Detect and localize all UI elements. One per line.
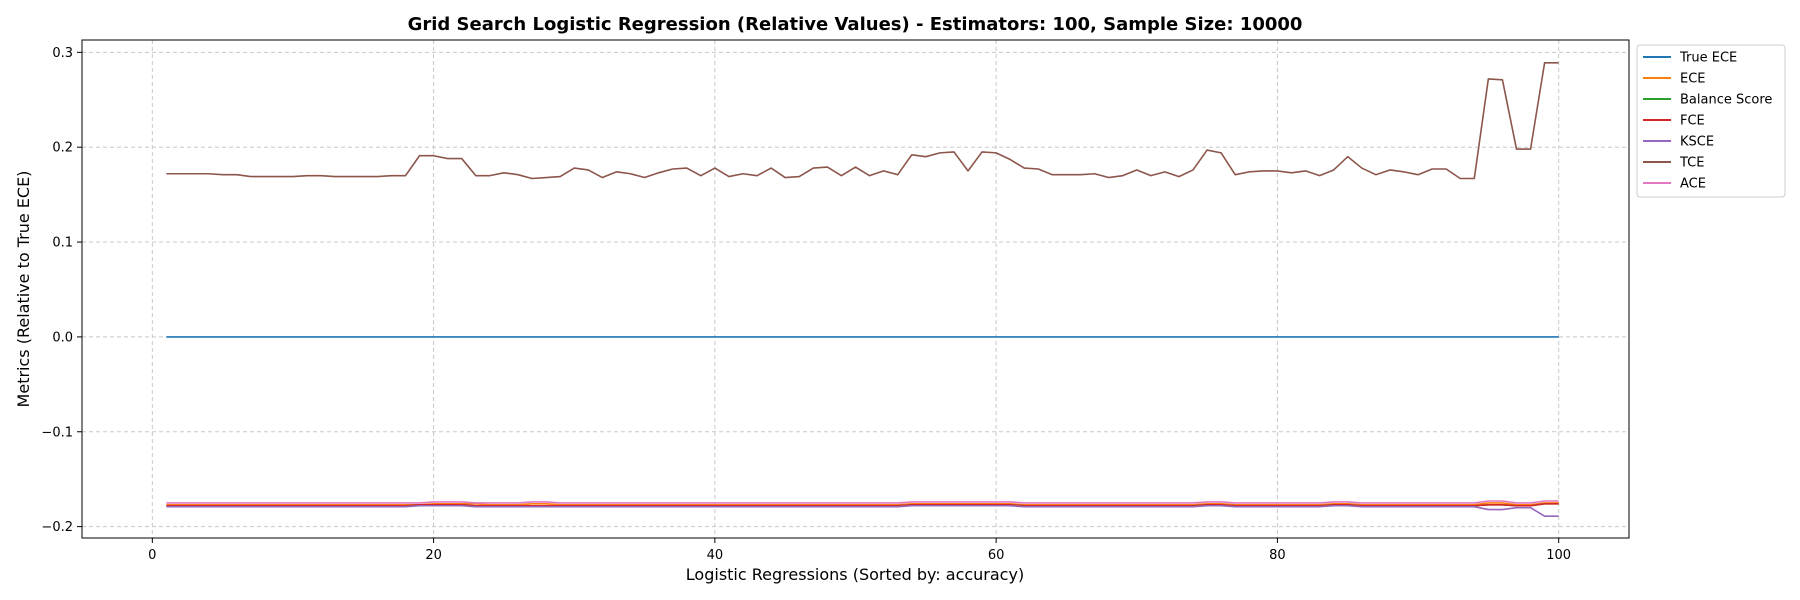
- chart-title: Grid Search Logistic Regression (Relativ…: [408, 14, 1303, 35]
- y-tick-label: 0.3: [52, 46, 73, 61]
- legend-entry-balance-score: Balance Score: [1680, 93, 1772, 108]
- series-line-fce: [166, 503, 1559, 507]
- y-tick-label: −0.1: [41, 425, 73, 440]
- grid-lines: [82, 40, 1629, 538]
- legend-entry-ace: ACE: [1680, 177, 1706, 192]
- y-axis-label: Metrics (Relative to True ECE): [14, 171, 33, 408]
- legend: True ECE ECE Balance Score FCE KSCE TCE ACE: [1636, 44, 1786, 198]
- legend-entry-ece: ECE: [1680, 72, 1706, 87]
- x-axis-ticks: 0 20 40 60 80 100: [148, 538, 1571, 563]
- series-line-ksce: [166, 504, 1559, 517]
- series-line-tce: [166, 61, 1559, 180]
- legend-entry-ksce: KSCE: [1680, 135, 1714, 150]
- series-lines: [166, 61, 1559, 517]
- x-tick-label: 80: [1269, 548, 1286, 563]
- y-tick-label: 0.2: [52, 141, 73, 156]
- y-axis-ticks: −0.2 −0.1 0.0 0.1 0.2 0.3: [41, 46, 82, 535]
- series-line-ece: [166, 502, 1559, 506]
- legend-box: [1636, 44, 1786, 198]
- y-tick-label: 0.0: [52, 330, 73, 345]
- plot-frame: [81, 39, 1630, 539]
- legend-entry-fce: FCE: [1680, 114, 1705, 129]
- series-line-ace: [166, 500, 1559, 504]
- x-tick-label: 60: [988, 548, 1005, 563]
- x-tick-label: 40: [707, 548, 724, 563]
- legend-entry-true-ece: True ECE: [1679, 51, 1737, 66]
- y-tick-label: −0.2: [41, 520, 73, 535]
- x-tick-label: 100: [1546, 548, 1571, 563]
- legend-entry-tce: TCE: [1679, 156, 1704, 171]
- x-tick-label: 0: [148, 548, 156, 563]
- x-tick-label: 20: [425, 548, 442, 563]
- x-axis-label: Logistic Regressions (Sorted by: accurac…: [686, 565, 1024, 584]
- y-tick-label: 0.1: [52, 236, 73, 251]
